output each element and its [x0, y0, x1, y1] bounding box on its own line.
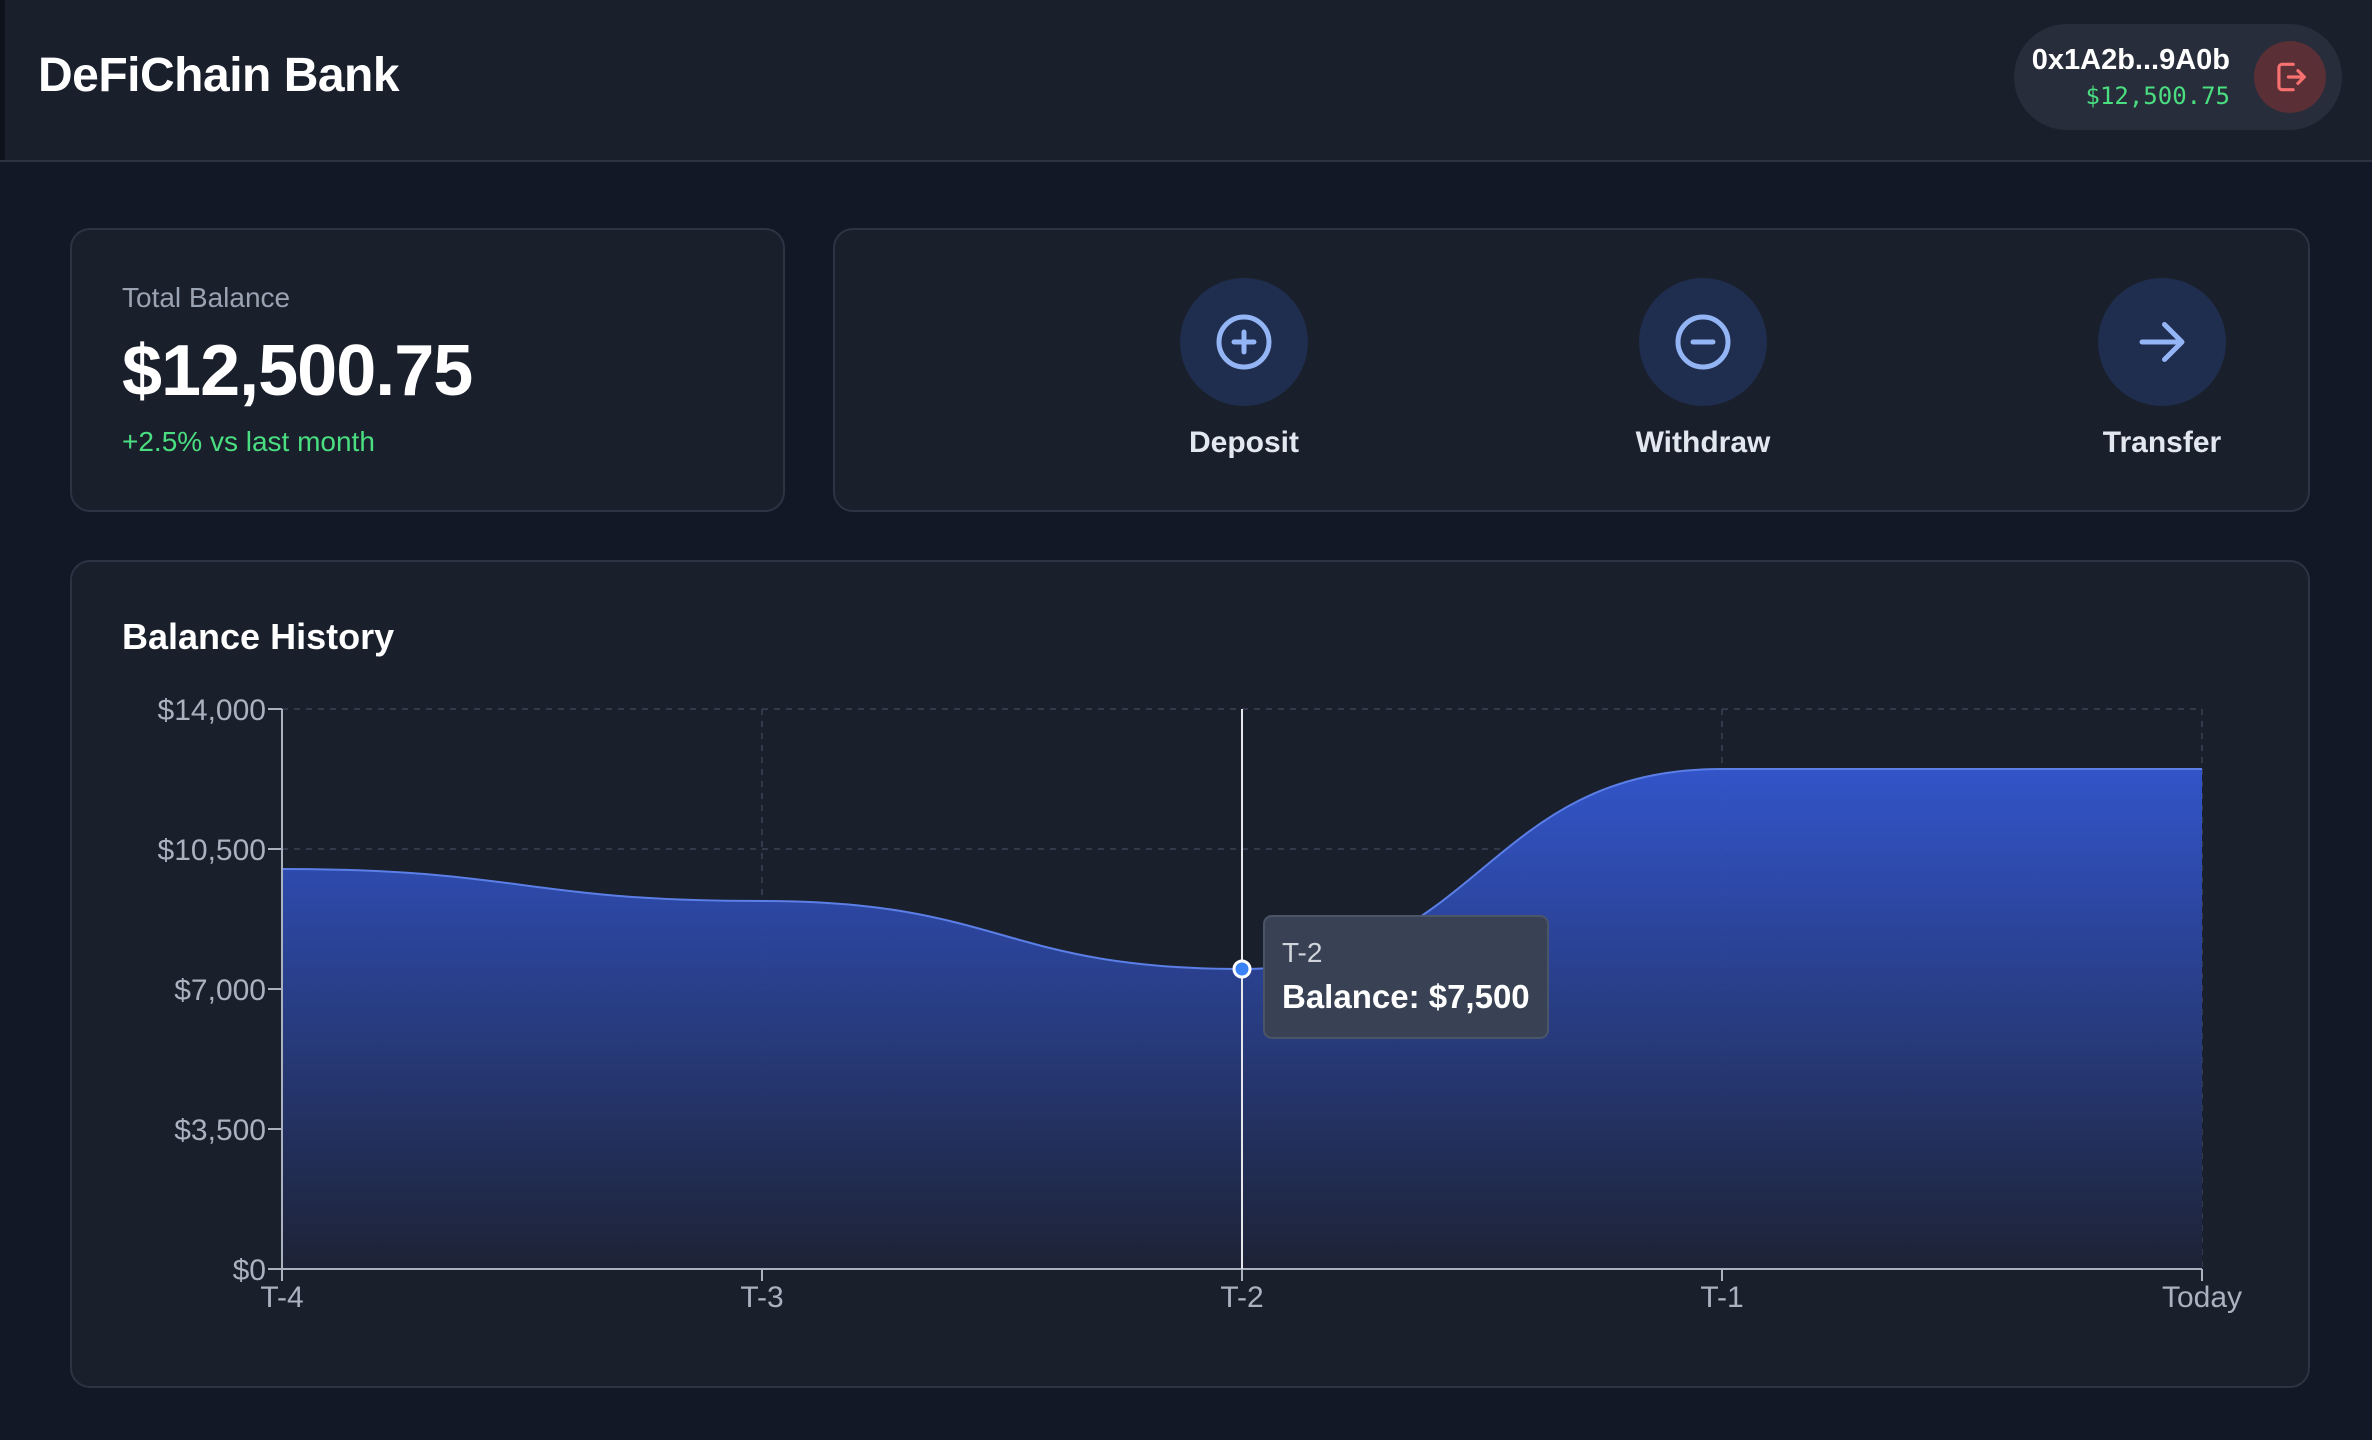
withdraw-icon-circle: [1639, 278, 1767, 406]
transfer-button[interactable]: Transfer: [2032, 278, 2292, 478]
x-tick-label: T-2: [1220, 1281, 1263, 1314]
logout-icon: [2277, 62, 2306, 92]
brand-title: DeFiChain Bank: [38, 49, 400, 102]
deposit-button[interactable]: Deposit: [1114, 278, 1374, 478]
x-tick-label: Today: [2162, 1281, 2242, 1314]
transfer-icon-circle: [2098, 278, 2226, 406]
x-tick-label: T-4: [260, 1281, 303, 1314]
total-balance-card: Total Balance $12,500.75 +2.5% vs last m…: [70, 228, 785, 512]
transfer-label: Transfer: [2102, 426, 2222, 459]
minus-circle-icon: [1675, 314, 1731, 370]
quick-actions-card: Deposit Withdraw Transfer: [833, 228, 2310, 512]
highlighted-point[interactable]: [1232, 959, 1252, 979]
withdraw-label: Withdraw: [1635, 426, 1771, 459]
balance-history-card: Balance History $0 $3,500 $7,000 $10,500 $14…: [70, 560, 2310, 1388]
wallet-address: 0x1A2b...9A0b: [2031, 44, 2230, 76]
y-tick-label: $10,500: [158, 834, 266, 867]
plus-circle-icon: [1216, 314, 1272, 370]
total-balance-label: Total Balance: [122, 282, 291, 313]
y-tick-label: $3,500: [174, 1114, 266, 1147]
balance-change: +2.5% vs last month: [122, 426, 375, 457]
y-tick-label: $0: [233, 1254, 266, 1287]
y-tick-label: $14,000: [158, 694, 266, 727]
balance-history-title: Balance History: [122, 616, 395, 657]
tooltip-value: Balance: $7,500: [1282, 978, 1530, 1015]
x-tick-label: T-1: [1700, 1281, 1743, 1314]
arrow-right-icon: [2139, 322, 2185, 362]
withdraw-button[interactable]: Withdraw: [1573, 278, 1833, 478]
deposit-label: Deposit: [1188, 426, 1299, 459]
deposit-icon-circle: [1180, 278, 1308, 406]
x-tick-label: T-3: [740, 1281, 783, 1314]
app-header: DeFiChain Bank 0x1A2b...9A0b $12,500.75: [0, 0, 2372, 162]
total-balance-value: $12,500.75: [122, 331, 473, 411]
logout-button[interactable]: [2254, 41, 2326, 113]
y-tick-label: $7,000: [174, 974, 266, 1007]
tooltip-label: T-2: [1282, 937, 1322, 968]
wallet-pill: 0x1A2b...9A0b $12,500.75: [2014, 24, 2342, 130]
chart-tooltip: [1263, 915, 1549, 1039]
wallet-balance: $12,500.75: [2085, 82, 2231, 110]
balance-history-chart[interactable]: $0 $3,500 $7,000 $10,500 $14,000 T-4 T-3 T-2 T-1…: [72, 562, 2308, 1386]
